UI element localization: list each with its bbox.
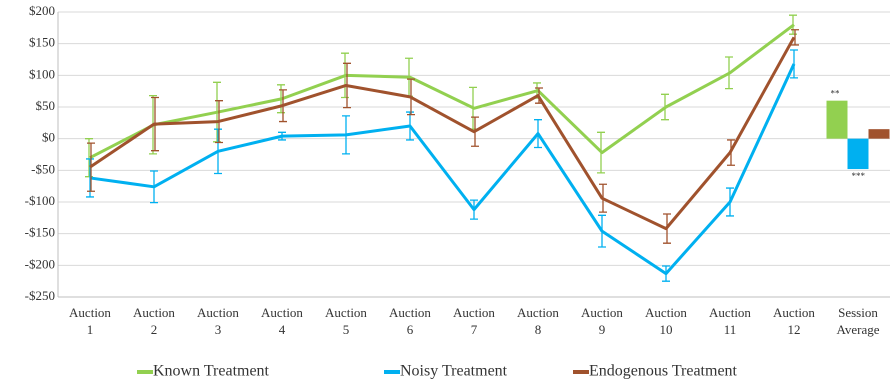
- x-tick-label: Auction: [261, 305, 303, 320]
- series-line: [89, 23, 795, 160]
- x-tick-label: 3: [215, 322, 222, 337]
- annotation: ***: [852, 171, 866, 181]
- y-tick-label: -$100: [25, 193, 55, 208]
- x-tick-label: Auction: [453, 305, 495, 320]
- legend-label: Endogenous Treatment: [589, 363, 738, 380]
- x-tick-label: Auction: [69, 305, 111, 320]
- annotation: **: [831, 89, 841, 99]
- y-tick-label: $150: [29, 35, 55, 50]
- x-tick-label: Auction: [325, 305, 367, 320]
- bar: [868, 129, 890, 139]
- y-tick-label: -$250: [25, 288, 55, 303]
- x-tick-label: Auction: [517, 305, 559, 320]
- x-tick-label: 7: [471, 322, 478, 337]
- bar: [847, 138, 869, 170]
- x-tick-label: Auction: [581, 305, 623, 320]
- x-tick-label: Auction: [197, 305, 239, 320]
- x-tick-label: 8: [535, 322, 542, 337]
- x-tick-label: Auction: [133, 305, 175, 320]
- x-tick-label: Session: [838, 305, 878, 320]
- bar: [826, 100, 848, 139]
- x-tick-label: 9: [599, 322, 606, 337]
- x-tick-label: Auction: [773, 305, 815, 320]
- error-bar: [791, 29, 799, 46]
- x-tick-label: 5: [343, 322, 350, 337]
- series-line: [89, 63, 796, 276]
- x-tick-label: 6: [407, 322, 414, 337]
- y-tick-label: $0: [42, 130, 55, 145]
- x-tick-label: 12: [788, 322, 801, 337]
- legend: Known Treatment Noisy Treatment Endogenous…: [137, 363, 738, 380]
- x-tick-label: Average: [836, 322, 879, 337]
- x-tick-label: Auction: [709, 305, 751, 320]
- y-tick-label: $50: [36, 98, 56, 113]
- legend-label: Known Treatment: [153, 363, 270, 380]
- y-tick-label: $100: [29, 66, 55, 81]
- y-tick-label: $200: [29, 3, 55, 18]
- series-line: [89, 36, 796, 231]
- legend-label: Noisy Treatment: [400, 363, 508, 380]
- x-tick-label: 4: [279, 322, 286, 337]
- x-tick-label: 2: [151, 322, 158, 337]
- y-tick-label: -$50: [31, 161, 55, 176]
- x-tick-label: 1: [87, 322, 94, 337]
- x-tick-label: 11: [724, 322, 737, 337]
- x-tick-label: Auction: [389, 305, 431, 320]
- x-tick-label: Auction: [645, 305, 687, 320]
- x-tick-label: 10: [660, 322, 673, 337]
- y-tick-label: -$200: [25, 256, 55, 271]
- y-tick-label: -$150: [25, 225, 55, 240]
